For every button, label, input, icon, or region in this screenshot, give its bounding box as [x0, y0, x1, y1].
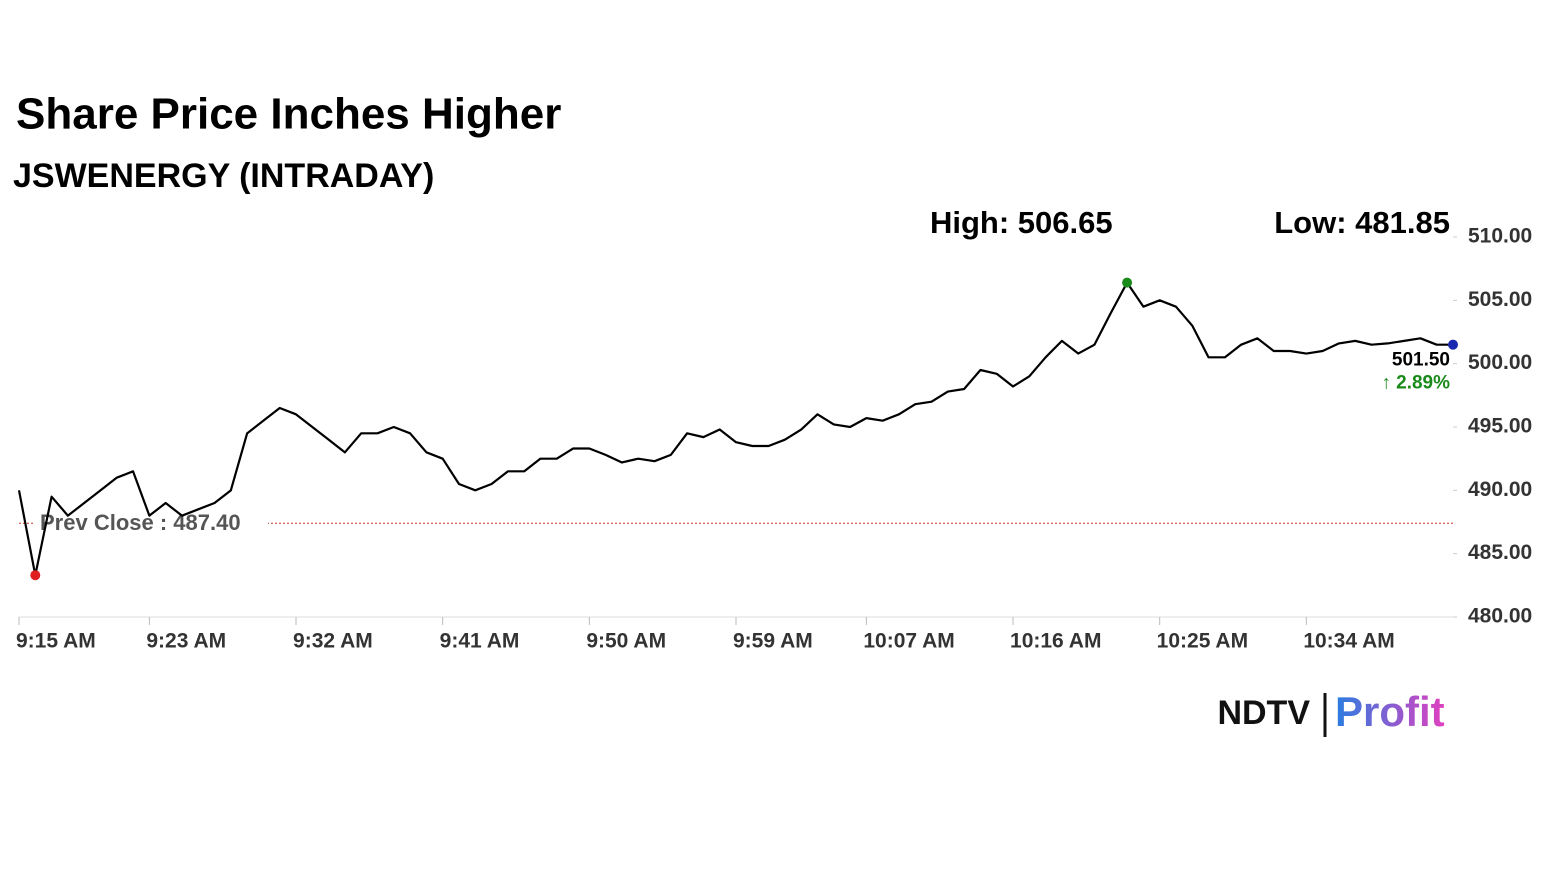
y-tick-label: 510.00: [1468, 225, 1532, 248]
x-tick-label: 10:07 AM: [863, 630, 954, 653]
x-tick-label: 9:23 AM: [146, 630, 226, 653]
high-label: High: 506.65: [930, 205, 1113, 240]
y-tick-label: 480.00: [1468, 605, 1532, 628]
logo-left: NDTV: [1217, 694, 1310, 732]
x-tick-label: 10:16 AM: [1010, 630, 1101, 653]
low-dot: [30, 570, 41, 581]
x-tick-label: 9:59 AM: [733, 630, 813, 653]
y-tick-label: 490.00: [1468, 478, 1532, 501]
x-tick-label: 9:32 AM: [293, 630, 373, 653]
last-dot: [1448, 339, 1458, 350]
price-line: [17, 281, 1453, 577]
y-tick-label: 485.00: [1468, 541, 1532, 564]
high-dot: [1122, 277, 1133, 288]
change-label: ↑ 2.89%: [1381, 373, 1450, 394]
x-tick-label: 9:41 AM: [440, 630, 520, 653]
x-tick-label: 10:34 AM: [1303, 630, 1394, 653]
last-price-label: 501.50: [1392, 350, 1450, 371]
y-tick-label: 500.00: [1468, 351, 1532, 374]
x-tick-label: 9:15 AM: [16, 630, 96, 653]
low-label: Low: 481.85: [1274, 205, 1450, 240]
x-tick-label: 10:25 AM: [1157, 630, 1248, 653]
y-tick-label: 495.00: [1468, 415, 1532, 438]
x-tick-label: 9:50 AM: [586, 630, 666, 653]
logo-right: Profit: [1335, 688, 1445, 735]
chart-subtitle: JSWENERGY (INTRADAY): [13, 157, 434, 195]
prev-close-label: Prev Close : 487.40: [40, 510, 241, 535]
chart-title: Share Price Inches Higher: [16, 90, 561, 139]
y-tick-label: 505.00: [1468, 288, 1532, 311]
